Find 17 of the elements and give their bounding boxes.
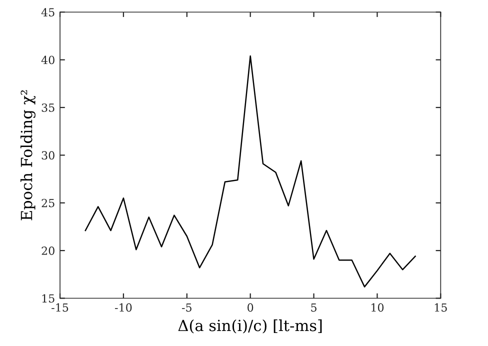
y-tick-label: 45 xyxy=(41,8,54,16)
x-tick-label: 0 xyxy=(248,303,254,312)
y-tick-label: 25 xyxy=(42,198,54,208)
x-tick-label: 10 xyxy=(372,303,384,312)
y-tick-label: 20 xyxy=(42,246,54,255)
y-axis-title: Epoch Folding χ² xyxy=(20,90,36,220)
x-axis-title: Δ(a sin(i)/c) [lt-ms] xyxy=(178,319,322,334)
line-series xyxy=(84,55,416,288)
x-tick-label: 15 xyxy=(434,303,447,312)
y-tick-label: 15 xyxy=(42,294,54,303)
y-tick-label: 30 xyxy=(42,151,54,160)
y-tick-label: 40 xyxy=(41,56,54,64)
y-tick-label: 35 xyxy=(42,103,54,112)
x-tick-label: -5 xyxy=(182,303,192,312)
x-tick-label: 5 xyxy=(311,303,316,312)
x-tick-label: -10 xyxy=(115,303,132,312)
x-tick-label: -15 xyxy=(52,303,68,312)
